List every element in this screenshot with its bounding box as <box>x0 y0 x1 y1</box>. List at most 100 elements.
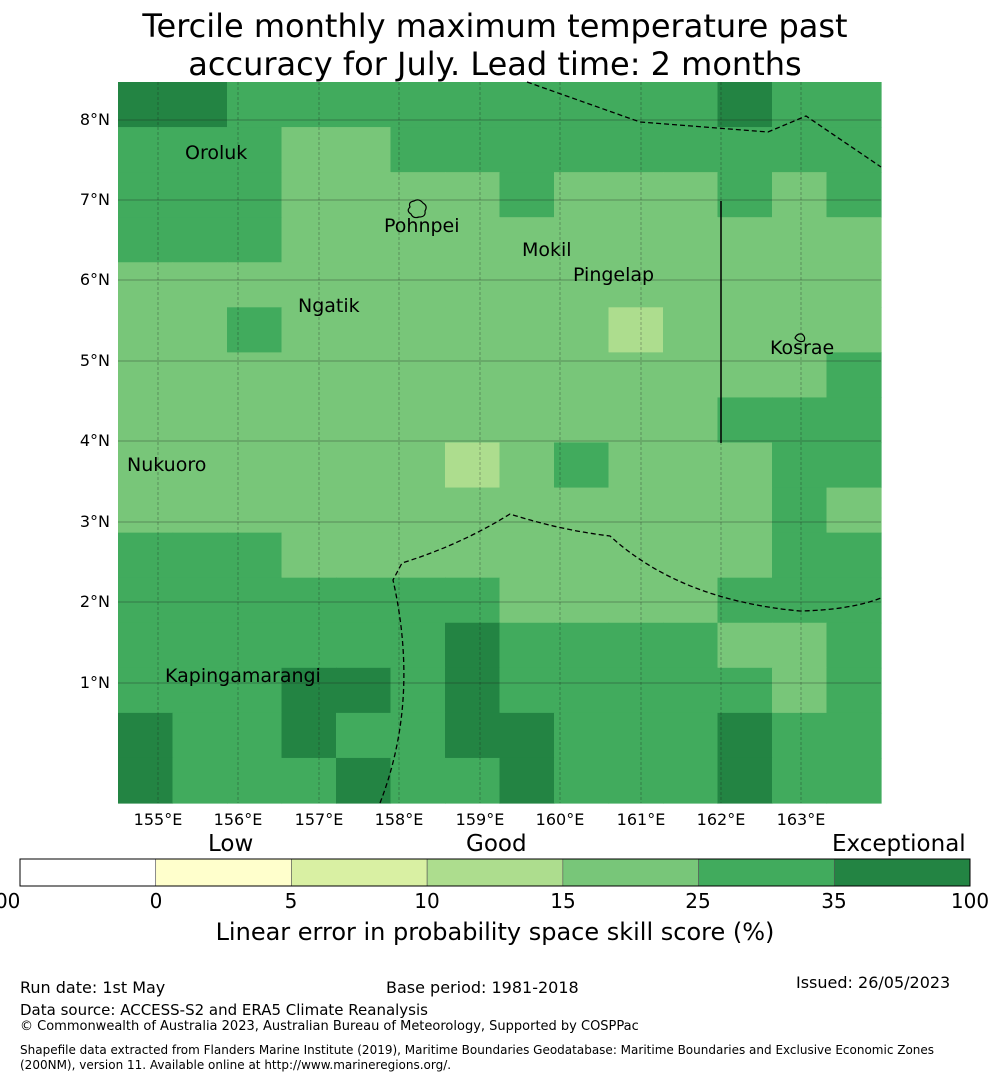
skill-cell <box>336 82 392 128</box>
skill-cell <box>390 172 446 218</box>
skill-cell <box>390 127 446 173</box>
lon-label-158e: 158°E <box>374 810 424 829</box>
skill-cell <box>390 82 446 128</box>
skill-cell <box>172 532 228 579</box>
skill-cell <box>663 757 719 804</box>
skill-cell <box>227 442 283 489</box>
skill-cell <box>445 622 501 669</box>
skill-cell <box>172 712 228 759</box>
skill-cell <box>390 757 446 804</box>
skill-cell <box>663 397 719 444</box>
skill-cell <box>445 82 501 128</box>
skill-cell <box>663 487 719 534</box>
skill-cell <box>118 352 174 399</box>
skill-cell <box>281 352 337 399</box>
skill-cell <box>717 172 773 218</box>
skill-cell <box>826 442 882 489</box>
skill-cell <box>554 127 610 173</box>
skill-cell <box>554 532 610 579</box>
skill-cell <box>227 397 283 444</box>
colorbar-segment <box>562 858 699 887</box>
skill-cell <box>172 442 228 489</box>
skill-cell <box>227 757 283 804</box>
skill-cell <box>554 262 610 308</box>
lon-label-156e: 156°E <box>213 810 263 829</box>
skill-cell <box>826 667 882 714</box>
lat-label-5n: 5°N <box>79 351 110 370</box>
skill-cell <box>336 442 392 489</box>
skill-cell <box>826 397 882 444</box>
colorbar-category-low: Low <box>208 831 254 857</box>
skill-cell <box>499 487 555 534</box>
lon-label-155e: 155°E <box>133 810 183 829</box>
skill-cell <box>826 127 882 173</box>
skill-cell <box>118 442 174 489</box>
skill-cell <box>499 127 555 173</box>
colorbar-tick-minus100: -100 <box>0 889 21 913</box>
colorbar-tick-0: 0 <box>149 889 163 913</box>
skill-cell <box>608 622 664 669</box>
skill-cell <box>281 127 337 173</box>
skill-cell <box>390 352 446 399</box>
skill-cell <box>826 217 882 263</box>
skill-cell <box>772 397 828 444</box>
skill-cell <box>717 262 773 308</box>
colorbar-category-good: Good <box>466 831 527 857</box>
pohnpei-island-outline <box>407 199 427 219</box>
skill-cell <box>172 82 228 128</box>
skill-cell <box>717 82 773 128</box>
place-label-nukuoro: Nukuoro <box>127 454 207 476</box>
skill-cell <box>608 487 664 534</box>
place-label-oroluk: Oroluk <box>185 142 248 164</box>
skill-cell <box>772 127 828 173</box>
skill-cell <box>118 622 174 669</box>
skill-cell <box>772 442 828 489</box>
skill-cell <box>118 262 174 308</box>
skill-cell <box>499 577 555 624</box>
skill-cell <box>663 307 719 353</box>
skill-cell <box>772 217 828 263</box>
skill-cell <box>227 262 283 308</box>
colorbar-tick-5: 5 <box>284 889 298 913</box>
skill-cell <box>772 352 828 399</box>
skill-cell <box>390 307 446 353</box>
skill-cell <box>336 307 392 353</box>
skill-cell <box>554 397 610 444</box>
skill-cell <box>281 622 337 669</box>
skill-cell <box>826 307 882 353</box>
skill-cell <box>118 397 174 444</box>
lon-label-162e: 162°E <box>696 810 746 829</box>
skill-grid <box>118 82 882 804</box>
skill-cell <box>172 622 228 669</box>
skill-cell <box>499 262 555 308</box>
skill-cell <box>118 532 174 579</box>
skill-cell <box>172 127 228 173</box>
skill-cell <box>608 127 664 173</box>
skill-cell <box>336 172 392 218</box>
map-gridlines <box>118 82 881 803</box>
skill-cell <box>499 532 555 579</box>
skill-cell <box>390 577 446 624</box>
skill-cell <box>717 532 773 579</box>
skill-cell <box>336 487 392 534</box>
skill-cell <box>336 532 392 579</box>
skill-cell <box>772 487 828 534</box>
lon-label-163e: 163°E <box>776 810 826 829</box>
skill-cell <box>608 217 664 263</box>
skill-cell <box>118 667 174 714</box>
skill-cell <box>663 172 719 218</box>
skill-cell <box>826 757 882 804</box>
skill-cell <box>554 577 610 624</box>
skill-cell <box>717 487 773 534</box>
run-date: Run date: 1st May <box>20 978 166 997</box>
skill-cell <box>172 217 228 263</box>
skill-cell <box>499 397 555 444</box>
lon-label-161e: 161°E <box>616 810 666 829</box>
lat-label-6n: 6°N <box>79 270 110 289</box>
skill-cell <box>826 577 882 624</box>
skill-cell <box>663 262 719 308</box>
skill-cell <box>772 667 828 714</box>
skill-cell <box>172 172 228 218</box>
skill-cell <box>717 757 773 804</box>
skill-cell <box>390 262 446 308</box>
